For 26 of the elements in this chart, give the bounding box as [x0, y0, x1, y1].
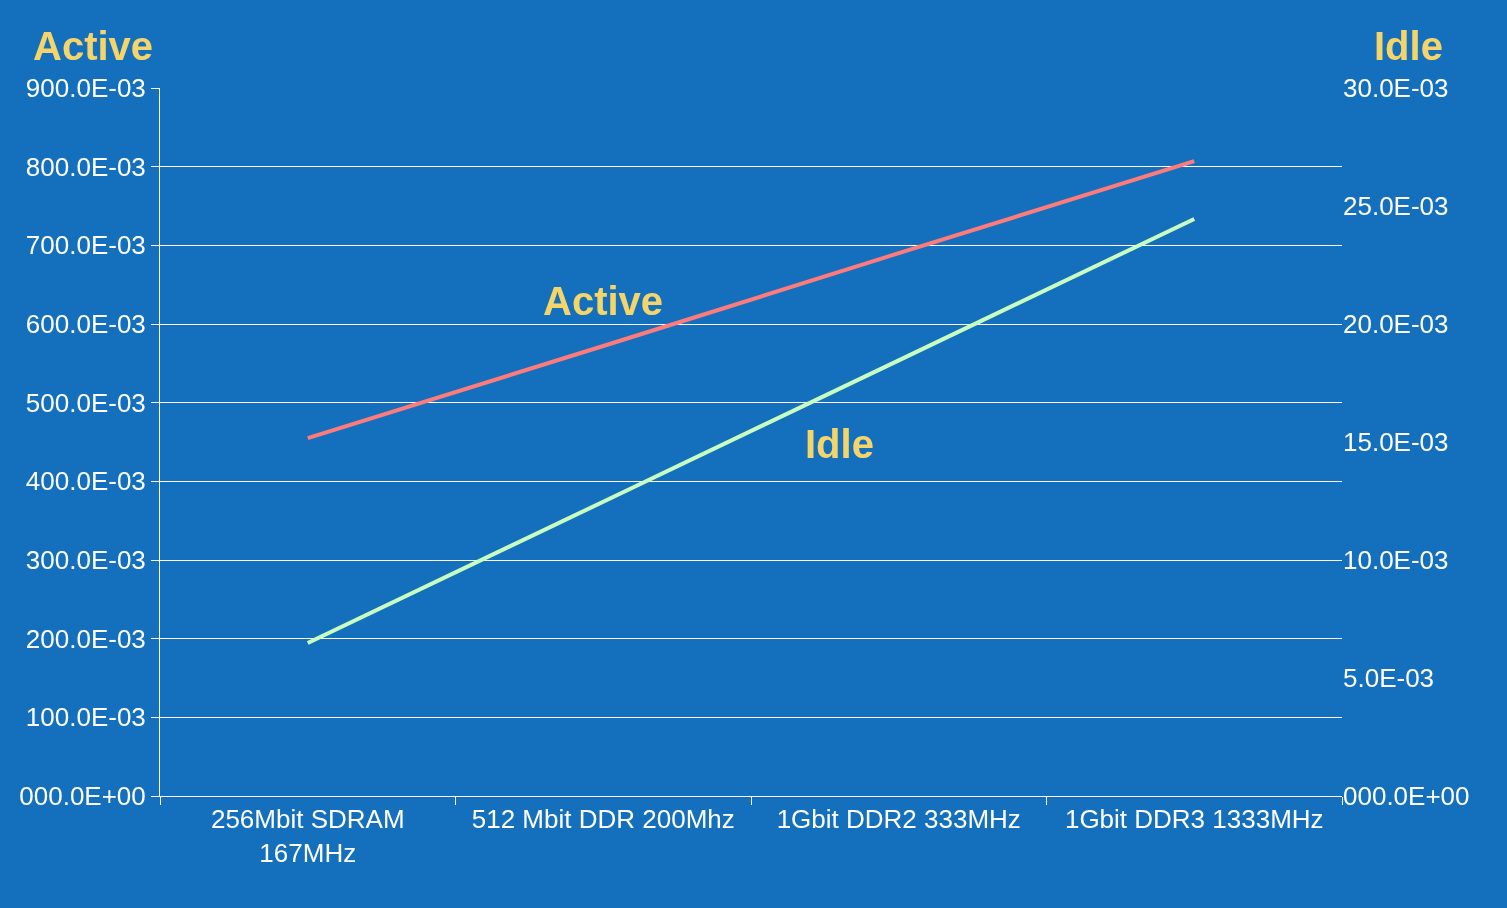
- y-tick-label: 300.0E-03: [25, 545, 146, 576]
- x-tick-label: 512 Mbit DDR 200Mhz: [471, 804, 735, 835]
- y2-axis-title: Idle: [1374, 24, 1443, 68]
- y2-tick-label: 20.0E-03: [1343, 309, 1449, 340]
- y-tick-label: 400.0E-03: [25, 466, 146, 497]
- y2-tick-label: 15.0E-03: [1343, 427, 1449, 458]
- y-tick-label: 800.0E-03: [25, 151, 146, 182]
- y-tick-label: 500.0E-03: [25, 387, 146, 418]
- y-tick-label: 200.0E-03: [25, 623, 146, 654]
- line-series: [305, 216, 1197, 646]
- y-tick-label: 700.0E-03: [25, 230, 146, 261]
- y2-tick-label: 30.0E-03: [1343, 73, 1449, 104]
- y-axis-title: Active: [33, 24, 154, 68]
- y-tick-label: 900.0E-03: [25, 73, 146, 104]
- y-tick-label: 000.0E+00: [19, 781, 146, 812]
- y-tick-label: 600.0E-03: [25, 309, 146, 340]
- y2-tick-label: 000.0E+00: [1343, 781, 1470, 812]
- x-tick-label: 256Mbit SDRAM 167MHz: [210, 804, 405, 868]
- y2-tick-label: 10.0E-03: [1343, 545, 1449, 576]
- series-label: Active: [543, 279, 664, 323]
- x-tick-label: 1Gbit DDR3 1333MHz: [1064, 804, 1324, 835]
- series-label: Idle: [805, 422, 874, 466]
- x-tick-label: 1Gbit DDR2 333MHz: [776, 804, 1021, 835]
- y2-tick-label: 5.0E-03: [1343, 663, 1435, 694]
- y2-tick-label: 25.0E-03: [1343, 191, 1449, 222]
- y-tick-label: 100.0E-03: [25, 702, 146, 733]
